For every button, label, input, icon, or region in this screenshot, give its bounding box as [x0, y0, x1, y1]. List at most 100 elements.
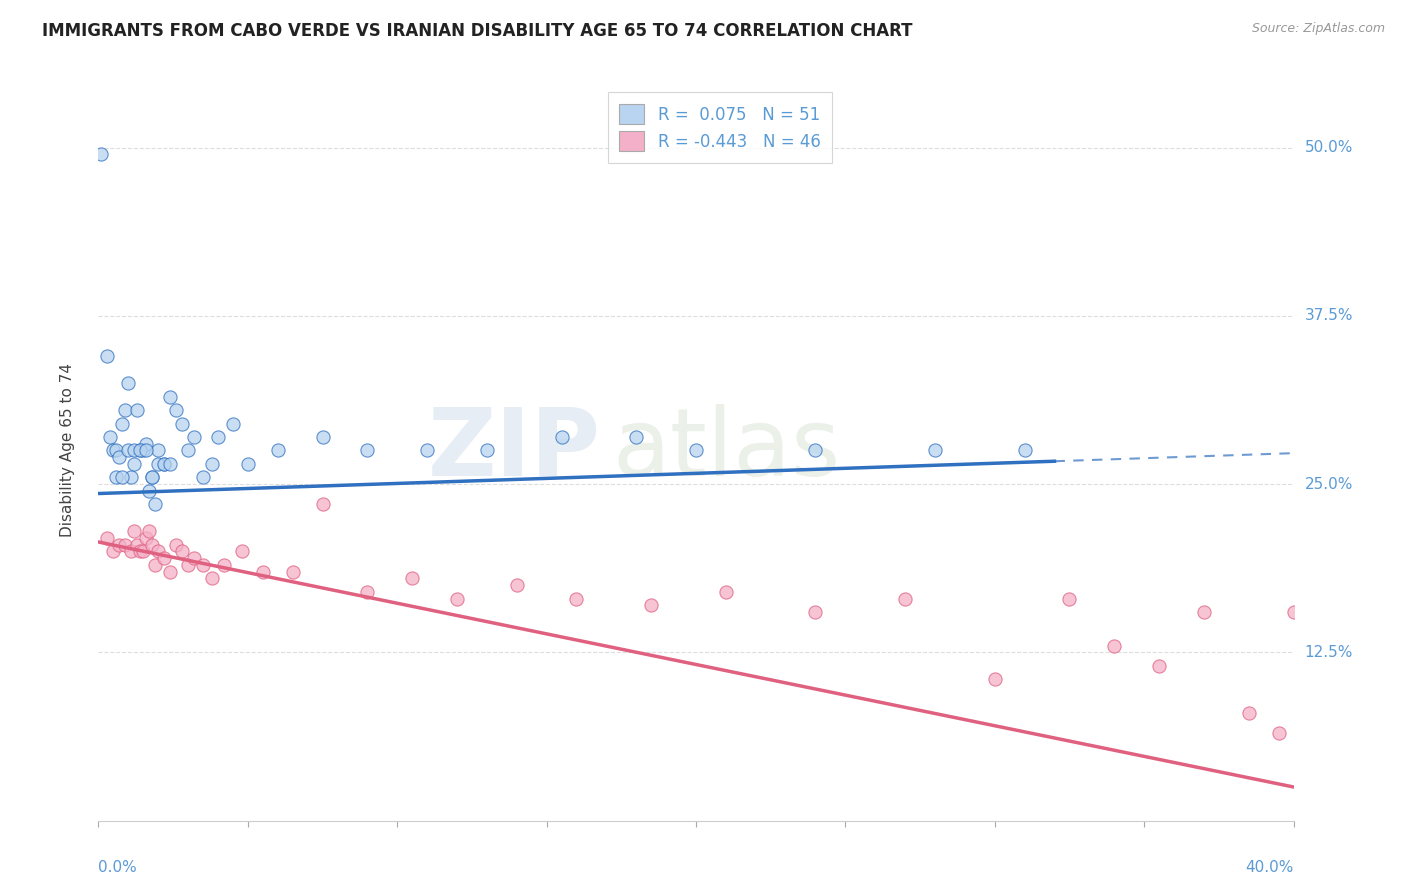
Point — [231, 544, 253, 558]
Point — [96, 349, 118, 363]
Point — [124, 524, 146, 539]
Point — [236, 457, 259, 471]
Point — [804, 443, 827, 458]
Point — [129, 443, 152, 458]
Text: IMMIGRANTS FROM CABO VERDE VS IRANIAN DISABILITY AGE 65 TO 74 CORRELATION CHART: IMMIGRANTS FROM CABO VERDE VS IRANIAN DI… — [42, 22, 912, 40]
Point — [356, 584, 378, 599]
Point — [143, 558, 166, 572]
Point — [103, 544, 125, 558]
Point — [105, 443, 128, 458]
Point — [1104, 639, 1126, 653]
Point — [714, 584, 737, 599]
Text: 40.0%: 40.0% — [1246, 860, 1294, 874]
Point — [135, 443, 157, 458]
Point — [183, 430, 205, 444]
Point — [153, 551, 176, 566]
Point — [103, 443, 125, 458]
Point — [177, 443, 200, 458]
Point — [141, 470, 163, 484]
Point — [201, 457, 224, 471]
Point — [90, 147, 112, 161]
Point — [446, 591, 468, 606]
Point — [159, 457, 181, 471]
Point — [129, 544, 152, 558]
Point — [207, 430, 229, 444]
Point — [894, 591, 917, 606]
Point — [138, 483, 160, 498]
Point — [984, 673, 1007, 687]
Text: 0.0%: 0.0% — [98, 860, 138, 874]
Point — [311, 430, 333, 444]
Point — [111, 417, 134, 431]
Text: 25.0%: 25.0% — [1305, 476, 1353, 491]
Point — [114, 538, 136, 552]
Point — [1282, 605, 1305, 619]
Point — [148, 443, 170, 458]
Point — [1267, 726, 1289, 740]
Point — [111, 470, 134, 484]
Point — [135, 531, 157, 545]
Point — [191, 470, 214, 484]
Point — [159, 390, 181, 404]
Y-axis label: Disability Age 65 to 74: Disability Age 65 to 74 — [60, 363, 75, 538]
Point — [1237, 706, 1260, 720]
Point — [159, 565, 181, 579]
Point — [416, 443, 439, 458]
Text: 50.0%: 50.0% — [1305, 140, 1353, 155]
Legend: R =  0.075   N = 51, R = -0.443   N = 46: R = 0.075 N = 51, R = -0.443 N = 46 — [607, 92, 832, 163]
Text: ZIP: ZIP — [427, 404, 600, 497]
Point — [356, 443, 378, 458]
Point — [172, 417, 194, 431]
Point — [924, 443, 946, 458]
Point — [1192, 605, 1215, 619]
Point — [127, 538, 149, 552]
Point — [124, 443, 146, 458]
Point — [212, 558, 235, 572]
Point — [143, 497, 166, 511]
Point — [640, 599, 662, 613]
Point — [281, 565, 304, 579]
Point — [141, 538, 163, 552]
Point — [132, 544, 155, 558]
Point — [120, 470, 142, 484]
Text: Source: ZipAtlas.com: Source: ZipAtlas.com — [1251, 22, 1385, 36]
Point — [129, 443, 152, 458]
Text: 12.5%: 12.5% — [1305, 645, 1353, 660]
Point — [177, 558, 200, 572]
Point — [506, 578, 529, 592]
Point — [267, 443, 290, 458]
Point — [124, 457, 146, 471]
Point — [153, 457, 176, 471]
Point — [252, 565, 274, 579]
Point — [117, 443, 139, 458]
Point — [120, 544, 142, 558]
Point — [148, 544, 170, 558]
Point — [1298, 605, 1320, 619]
Point — [96, 531, 118, 545]
Text: 37.5%: 37.5% — [1305, 309, 1353, 323]
Point — [222, 417, 245, 431]
Point — [172, 544, 194, 558]
Point — [165, 403, 187, 417]
Point — [98, 430, 122, 444]
Point — [804, 605, 827, 619]
Point — [117, 376, 139, 391]
Point — [565, 591, 588, 606]
Point — [1059, 591, 1081, 606]
Point — [1014, 443, 1036, 458]
Point — [148, 457, 170, 471]
Point — [201, 571, 224, 585]
Point — [401, 571, 423, 585]
Point — [114, 403, 136, 417]
Point — [138, 524, 160, 539]
Point — [626, 430, 648, 444]
Point — [165, 538, 187, 552]
Text: atlas: atlas — [613, 404, 841, 497]
Point — [108, 450, 131, 465]
Point — [311, 497, 333, 511]
Point — [132, 443, 155, 458]
Point — [135, 436, 157, 450]
Point — [685, 443, 707, 458]
Point — [191, 558, 214, 572]
Point — [550, 430, 572, 444]
